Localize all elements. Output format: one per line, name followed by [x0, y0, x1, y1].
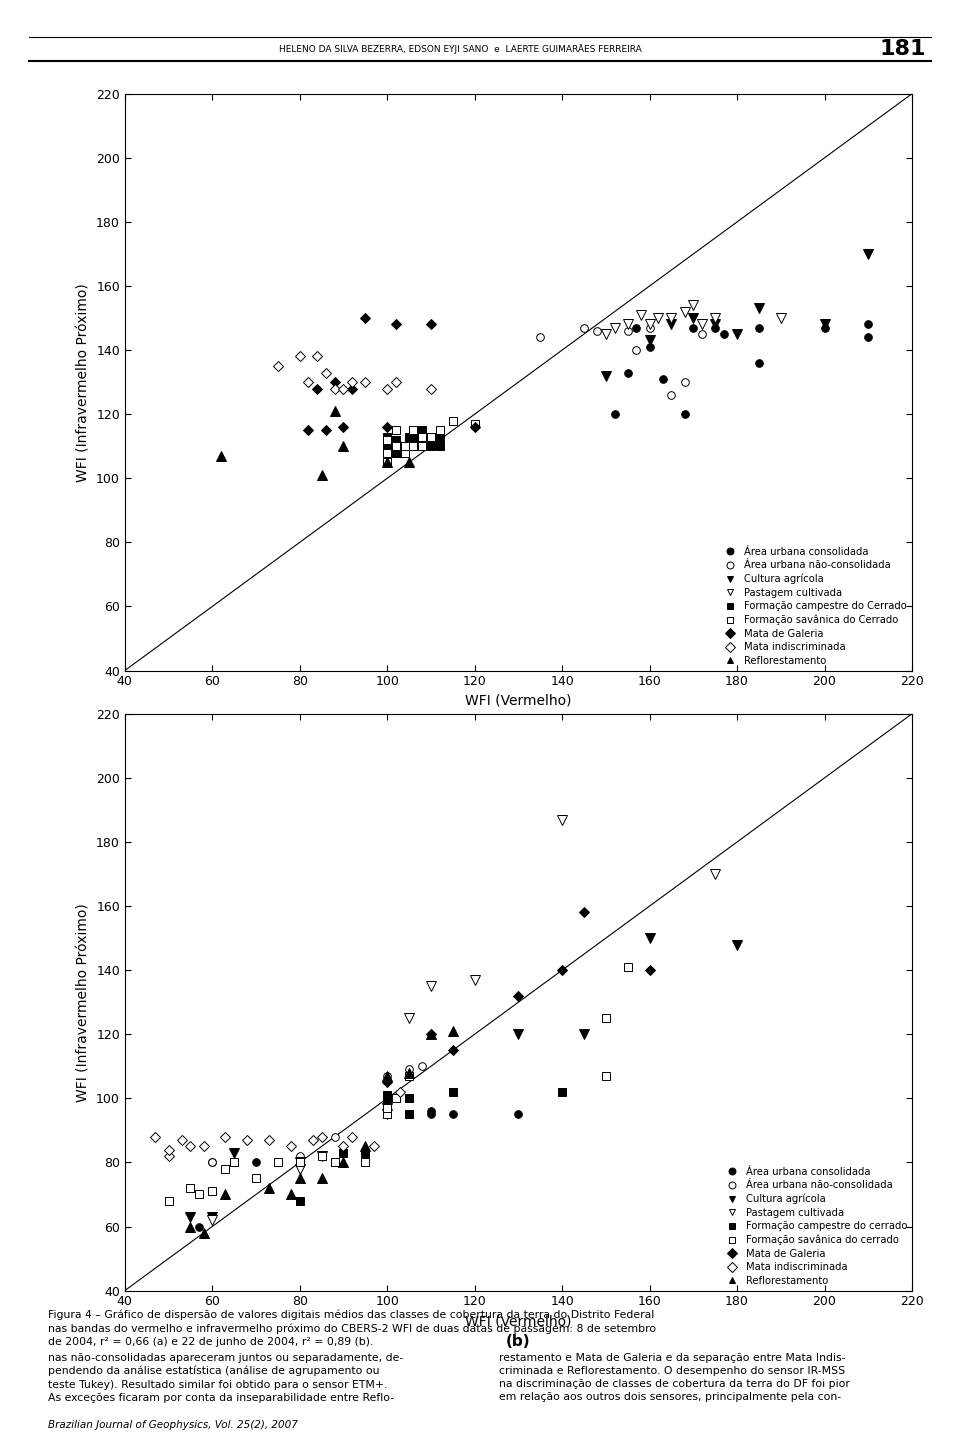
Text: HELENO DA SILVA BEZERRA, EDSON EYJI SANO  e  LAERTE GUIMARÃES FERREIRA: HELENO DA SILVA BEZERRA, EDSON EYJI SANO… [279, 45, 642, 53]
Text: restamento e Mata de Galeria e da separação entre Mata Indis-
criminada e Reflor: restamento e Mata de Galeria e da separa… [499, 1353, 850, 1402]
Text: (a): (a) [506, 714, 531, 728]
Legend: Área urbana consolidada, Área urbana não-consolidada, Cultura agrícola, Pastagem: Área urbana consolidada, Área urbana não… [722, 1167, 907, 1286]
Y-axis label: WFI (Infravermelho Próximo): WFI (Infravermelho Próximo) [77, 283, 90, 482]
Legend: Área urbana consolidada, Área urbana não-consolidada, Cultura agrícola, Pastagem: Área urbana consolidada, Área urbana não… [720, 547, 907, 666]
X-axis label: WFI (Vermelho): WFI (Vermelho) [466, 1314, 571, 1328]
Text: nas não-consolidadas apareceram juntos ou separadamente, de-
pendendo da análise: nas não-consolidadas apareceram juntos o… [48, 1353, 403, 1403]
Text: 181: 181 [880, 39, 926, 59]
Text: Figura 4 – Gráfico de dispersão de valores digitais médios das classes de cobert: Figura 4 – Gráfico de dispersão de valor… [48, 1309, 656, 1347]
Y-axis label: WFI (Infravermelho Próximo): WFI (Infravermelho Próximo) [77, 903, 90, 1102]
Text: Brazilian Journal of Geophysics, Vol. 25(2), 2007: Brazilian Journal of Geophysics, Vol. 25… [48, 1420, 298, 1430]
Text: (b): (b) [506, 1334, 531, 1348]
X-axis label: WFI (Vermelho): WFI (Vermelho) [466, 694, 571, 708]
